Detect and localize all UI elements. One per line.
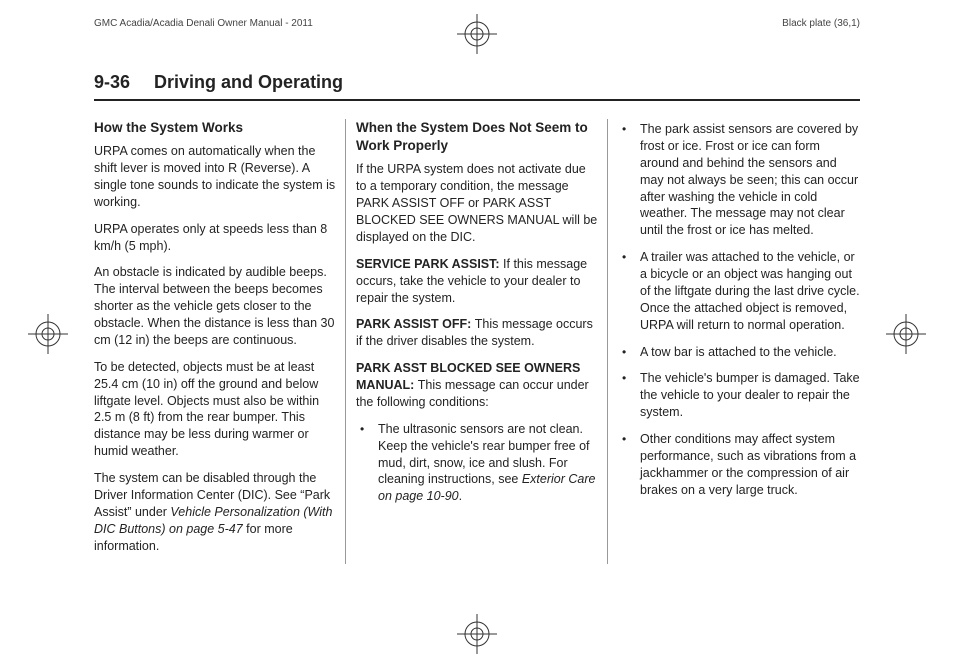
col2-p1: If the URPA system does not activate due… (356, 161, 598, 245)
col2-b1c: . (459, 489, 462, 503)
col2-p2a: SERVICE PARK ASSIST: (356, 257, 503, 271)
page-content: 9-36 Driving and Operating How the Syste… (94, 72, 860, 608)
page-number: 9-36 (94, 72, 130, 93)
col3-bullet-3: A tow bar is attached to the vehicle. (618, 344, 860, 361)
doc-title: GMC Acadia/Acadia Denali Owner Manual - … (94, 18, 313, 29)
col3-bullet-5: Other conditions may affect system perfo… (618, 431, 860, 499)
col1-p5: The system can be disabled through the D… (94, 470, 336, 554)
crop-mark-bottom (457, 614, 497, 654)
col2-p2: SERVICE PARK ASSIST: If this message occ… (356, 256, 598, 307)
column-1: How the System Works URPA comes on autom… (94, 119, 336, 564)
col2-bullets: The ultrasonic sensors are not clean. Ke… (356, 421, 598, 505)
col2-heading: When the System Does Not Seem to Work Pr… (356, 119, 598, 155)
col1-p2: URPA operates only at speeds less than 8… (94, 221, 336, 255)
col1-heading: How the System Works (94, 119, 336, 137)
col3-bullet-2: A trailer was attached to the vehicle, o… (618, 249, 860, 333)
col3-bullet-4: The vehicle's bumper is damaged. Take th… (618, 370, 860, 421)
col2-p3a: PARK ASSIST OFF: (356, 317, 475, 331)
crop-mark-right (886, 314, 926, 354)
chapter-title: Driving and Operating (154, 72, 343, 93)
column-2: When the System Does Not Seem to Work Pr… (356, 119, 598, 564)
col1-p4: To be detected, objects must be at least… (94, 359, 336, 460)
page-header: 9-36 Driving and Operating (94, 72, 860, 101)
columns: How the System Works URPA comes on autom… (94, 119, 860, 564)
col2-p4: PARK ASST BLOCKED SEE OWNERS MANUAL: Thi… (356, 360, 598, 411)
col2-bullet-1: The ultrasonic sensors are not clean. Ke… (356, 421, 598, 505)
crop-mark-left (28, 314, 68, 354)
col2-p3: PARK ASSIST OFF: This message occurs if … (356, 316, 598, 350)
print-header: GMC Acadia/Acadia Denali Owner Manual - … (94, 18, 860, 29)
column-divider-1 (345, 119, 346, 564)
col1-p3: An obstacle is indicated by audible beep… (94, 264, 336, 348)
plate-label: Black plate (36,1) (782, 18, 860, 29)
col1-p1: URPA comes on automatically when the shi… (94, 143, 336, 211)
col3-bullet-1: The park assist sensors are covered by f… (618, 121, 860, 239)
col3-bullets: The park assist sensors are covered by f… (618, 121, 860, 499)
column-divider-2 (607, 119, 608, 564)
column-3: The park assist sensors are covered by f… (618, 119, 860, 564)
